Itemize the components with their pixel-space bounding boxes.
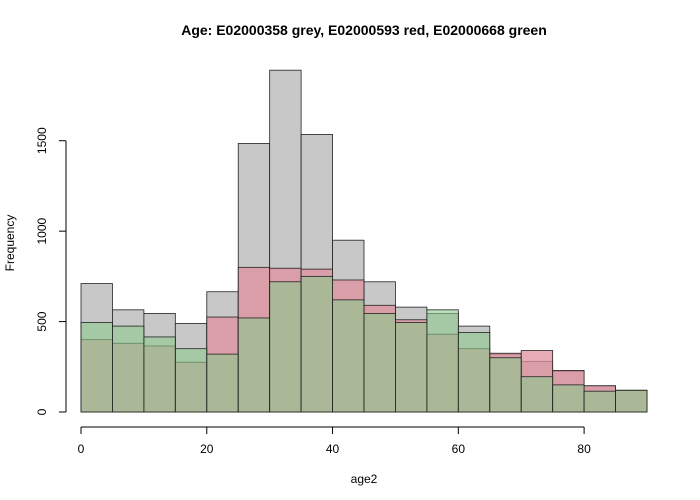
x-tick-label: 60	[452, 442, 466, 456]
bar-E02000668-bin-25	[237, 317, 271, 413]
bar-E02000668-bin-70	[520, 376, 554, 413]
bar-E02000668-bin-35	[300, 275, 333, 413]
bar-E02000668-bin-65	[489, 357, 522, 413]
bars-layer	[80, 69, 648, 413]
x-tick-label: 20	[200, 442, 214, 456]
bar-E02000668-bin-15	[174, 348, 208, 413]
bar-E02000668-bin-85	[615, 389, 648, 413]
bar-E02000668-bin-55	[426, 309, 459, 413]
x-tick-label: 80	[577, 442, 591, 456]
axes-layer: 0 20 40 60 80 0 500 1000 1500	[35, 127, 591, 456]
bar-E02000668-bin-50	[395, 322, 428, 413]
bar-E02000668-bin-45	[363, 313, 396, 413]
chart-title: Age: E02000358 grey, E02000593 red, E020…	[181, 22, 547, 38]
y-tick-label: 0	[35, 408, 49, 415]
bar-E02000668-bin-20	[206, 353, 239, 413]
y-axis-label: Frequency	[3, 215, 17, 272]
y-tick-label: 1500	[35, 127, 49, 154]
bar-E02000668-bin-75	[552, 384, 585, 413]
x-axis-label: age2	[351, 472, 378, 486]
bar-E02000668-bin-80	[583, 390, 616, 413]
x-tick-label: 0	[78, 442, 85, 456]
bar-E02000668-bin-40	[332, 299, 365, 413]
bar-E02000668-bin-0	[80, 322, 113, 413]
y-tick-label: 1000	[35, 217, 49, 244]
bar-E02000668-bin-60	[457, 332, 491, 413]
bar-E02000668-bin-30	[269, 281, 302, 413]
x-tick-label: 40	[326, 442, 340, 456]
bar-E02000668-bin-5	[112, 325, 145, 413]
y-tick-label: 500	[35, 311, 49, 331]
bar-E02000668-bin-10	[143, 336, 176, 413]
